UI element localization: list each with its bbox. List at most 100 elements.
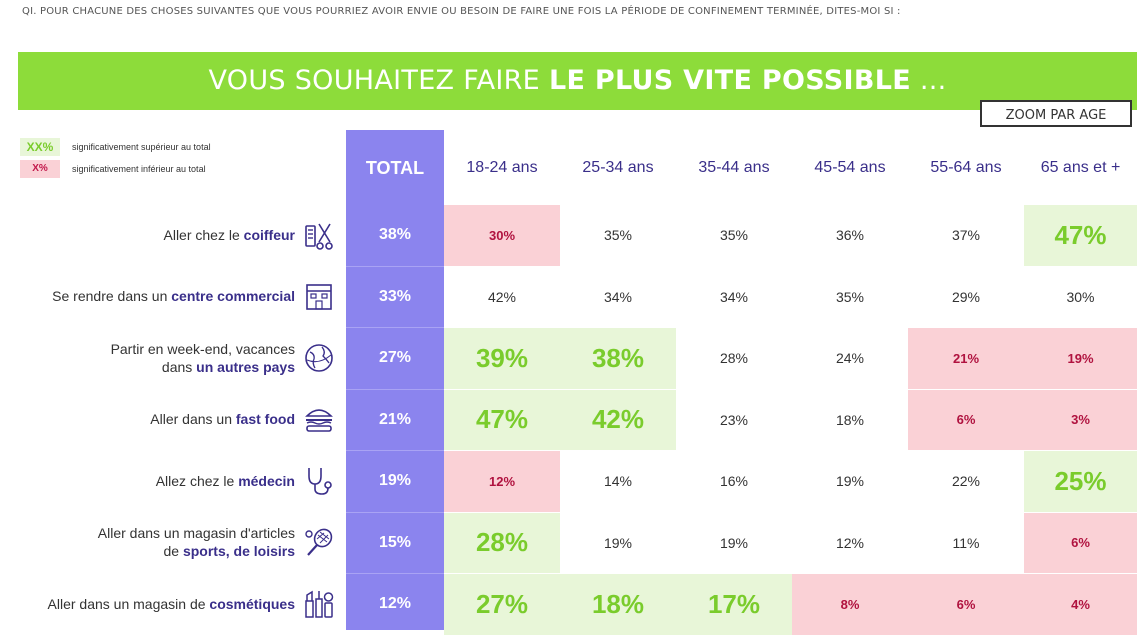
total-row-separator [346, 573, 444, 574]
row-label-keyword: sports, de loisirs [182, 543, 295, 560]
row-label-3: Partir en week-end, vacances dans un autr… [111, 327, 295, 389]
row-label-text: Aller dans un fast food [150, 410, 295, 428]
row-label-2: Se rendre dans un centre commercial [52, 266, 295, 328]
cell-2-1: 42% [487, 288, 517, 305]
row-label-keyword: coiffeur [243, 226, 295, 243]
cell-3-4: 24% [835, 350, 865, 367]
banner-suffix: ... [910, 65, 947, 96]
cell-4-6: 3% [1024, 389, 1137, 450]
cell-5-total: 19% [378, 472, 412, 490]
burger-icon [302, 402, 336, 436]
row-label-keyword: un autres pays [196, 358, 295, 375]
cell-4-1: 47% [444, 389, 560, 450]
cell-7-1: 27% [444, 574, 560, 635]
row-label-prefix: Se rendre dans un [52, 288, 172, 305]
globe-icon [302, 341, 336, 375]
cosmetics-icon [302, 587, 336, 621]
hairdresser-icon [302, 218, 336, 252]
cell-4-5: 6% [908, 389, 1024, 450]
row-label-prefix: Allez chez le [155, 472, 239, 489]
cell-1-2: 35% [603, 227, 633, 244]
banner-normal: VOUS SOUHAITEZ FAIRE [208, 65, 549, 96]
cell-3-total: 27% [378, 349, 412, 367]
cell-6-1: 28% [444, 512, 560, 573]
legend-swatch-inferior: X% [20, 160, 60, 178]
row-label-line2: de sports, de loisirs [98, 542, 295, 560]
cell-6-5: 11% [952, 534, 980, 551]
row-label-line1: Aller dans un magasin d'articles [97, 525, 295, 542]
row-label-text: Aller dans un magasin de cosmétiques [48, 595, 295, 613]
cell-6-4: 12% [835, 534, 865, 551]
cell-2-5: 29% [951, 288, 981, 305]
row-label-5: Allez chez le médecin [156, 450, 295, 512]
cell-6-total: 15% [378, 533, 412, 551]
cell-6-6: 6% [1024, 512, 1137, 573]
cell-4-2: 42% [560, 389, 676, 450]
cell-5-1: 12% [444, 451, 560, 512]
row-label-keyword: centre commercial [171, 288, 295, 305]
cell-2-3: 34% [719, 288, 749, 305]
column-header-4: 45-54 ans [814, 159, 886, 176]
cell-3-3: 28% [719, 350, 749, 367]
cell-7-4: 8% [792, 574, 908, 635]
tennis-racket-icon [302, 525, 336, 559]
row-label-text: Se rendre dans un centre commercial [52, 287, 295, 305]
cell-4-4: 18% [835, 411, 865, 428]
cell-7-total: 12% [378, 595, 412, 613]
stethoscope-icon [302, 464, 336, 498]
cell-6-3: 19% [719, 534, 749, 551]
cell-3-5: 21% [908, 328, 1024, 389]
row-label-line1: Partir en week-end, vacances [110, 340, 295, 357]
row-label-6: Aller dans un magasin d'articles de sport… [98, 512, 295, 574]
row-label-text: Allez chez le médecin [156, 472, 295, 490]
cell-5-2: 14% [603, 473, 633, 490]
zoom-by-age-button[interactable]: ZOOM PAR AGE [980, 100, 1132, 127]
legend-superior: XX% significativement supérieur au total [20, 138, 211, 156]
column-header-5: 55-64 ans [930, 159, 1002, 176]
column-header-2: 25-34 ans [582, 159, 654, 176]
cell-3-6: 19% [1024, 328, 1137, 389]
column-header-6: 65 ans et + [1040, 159, 1121, 176]
row-label-keyword: cosmétiques [209, 595, 295, 612]
row-label-1: Aller chez le coiffeur [164, 204, 296, 266]
column-header-3: 35-44 ans [698, 159, 770, 176]
row-label-text: Partir en week-end, vacances dans un autr… [111, 340, 295, 376]
row-label-line2: dans un autres pays [111, 358, 295, 376]
row-label-prefix: Aller dans un [150, 411, 236, 428]
cell-7-5: 6% [908, 574, 1024, 635]
cell-1-total: 38% [378, 226, 412, 244]
legend-text-inferior: significativement inférieur au total [72, 164, 206, 174]
row-label-prefix: Aller dans un magasin de [47, 595, 210, 612]
total-row-separator [346, 450, 444, 451]
cell-2-4: 35% [835, 288, 865, 305]
cell-2-total: 33% [378, 287, 412, 305]
mall-icon [302, 279, 336, 313]
row-label-prefix: dans [161, 358, 197, 375]
cell-5-3: 16% [719, 473, 749, 490]
cell-3-2: 38% [560, 328, 676, 389]
cell-1-4: 36% [835, 227, 865, 244]
cell-3-1: 39% [444, 328, 560, 389]
cell-1-3: 35% [719, 227, 749, 244]
legend-text-superior: significativement supérieur au total [72, 142, 211, 152]
row-label-keyword: fast food [235, 411, 295, 428]
total-row-separator [346, 388, 444, 390]
column-header-total: TOTAL [365, 158, 425, 178]
row-label-4: Aller dans un fast food [150, 389, 295, 451]
total-row-separator [346, 511, 444, 513]
cell-2-6: 30% [1066, 288, 1095, 305]
cell-7-6: 4% [1024, 574, 1137, 635]
banner-bold: LE PLUS VITE POSSIBLE [548, 65, 911, 96]
total-row-separator [346, 327, 444, 328]
legend-inferior: X% significativement inférieur au total [20, 160, 206, 178]
cell-4-3: 23% [719, 411, 749, 428]
cell-5-5: 22% [951, 473, 981, 490]
cell-1-6: 47% [1024, 205, 1137, 266]
question-text: QI. POUR CHACUNE DES CHOSES SUIVANTES QU… [22, 6, 901, 17]
cell-7-2: 18% [560, 574, 676, 635]
total-row-separator [346, 265, 444, 267]
cell-6-2: 19% [603, 534, 633, 551]
legend-swatch-superior: XX% [20, 138, 60, 156]
cell-5-6: 25% [1024, 451, 1137, 512]
cell-4-total: 21% [378, 410, 412, 428]
